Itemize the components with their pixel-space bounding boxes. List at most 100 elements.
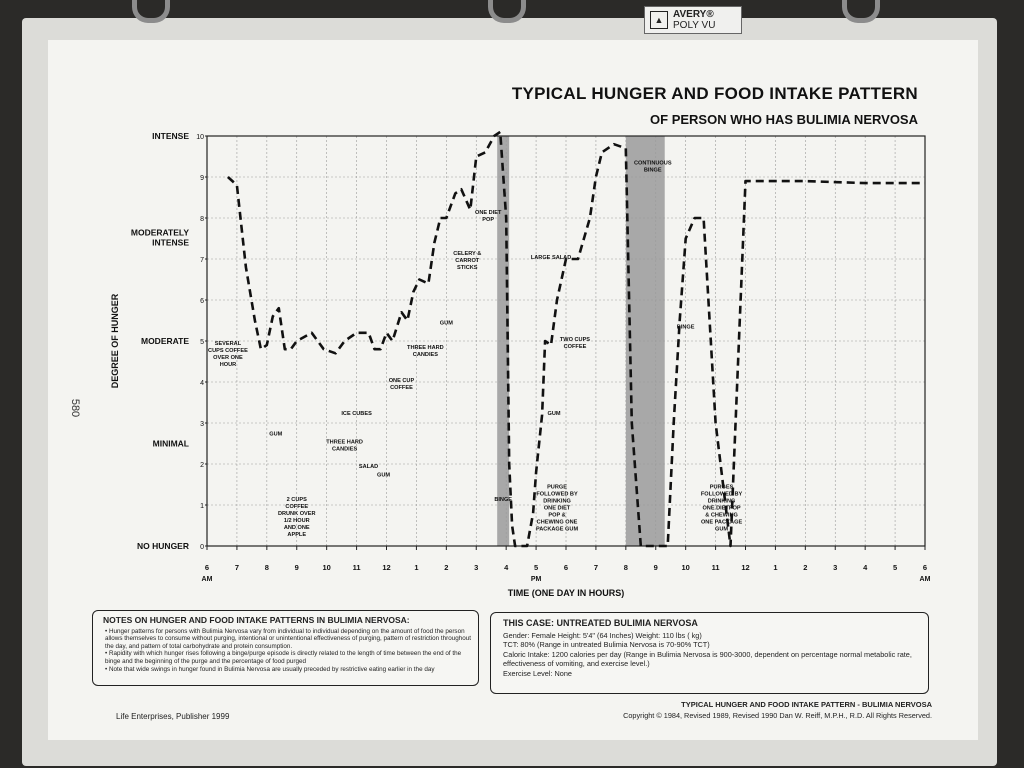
x-tick-label: 8 [624, 563, 628, 572]
annotation-text: ONE DIET [475, 210, 502, 216]
chart-annotation: GUM [440, 321, 453, 327]
chart-annotation: SALAD [359, 464, 378, 470]
annotation-text: LARGE SALAD [531, 255, 571, 261]
annotation-text: CONTINUOUS [634, 161, 672, 167]
chart-annotation: GUM [548, 411, 561, 417]
x-tick-label: 7 [594, 563, 598, 572]
y-tick-label: 0 [200, 544, 204, 551]
annotation-text: & CHEWING [705, 513, 738, 519]
chart-annotation: LARGE SALAD [531, 255, 571, 261]
annotation-text: POP [482, 217, 494, 223]
x-tick-label: 9 [295, 563, 299, 572]
x-tick-label: 6 [564, 563, 568, 572]
annotation-text: GUM [377, 472, 390, 478]
annotation-text: PURGES [710, 485, 734, 491]
x-ampm-label: PM [531, 576, 542, 583]
annotation-text: AND ONE [284, 525, 310, 531]
annotation-text: COFFEE [390, 385, 413, 391]
y-tick-label: 5 [200, 339, 204, 346]
annotation-text: DRUNK OVER [278, 511, 316, 517]
annotation-text: GUM [269, 431, 282, 437]
annotation-text: ONE CUP [389, 378, 415, 384]
x-tick-label: 10 [681, 563, 689, 572]
y-tick-label: 6 [200, 298, 204, 305]
y-category-label: MODERATE [141, 336, 189, 346]
annotation-text: DRINKING [543, 499, 571, 505]
footer-title: TYPICAL HUNGER AND FOOD INTAKE PATTERN -… [681, 700, 932, 709]
annotation-text: BINGE [644, 168, 662, 174]
annotation-text: THREE HARD [326, 440, 363, 446]
annotation-text: BINGE [677, 325, 695, 331]
binder-ring [842, 0, 880, 23]
annotation-text: GUM [548, 411, 561, 417]
annotation-text: CUPS COFFEE [208, 348, 248, 354]
notes-bullet: • Note that wide swings in hunger found … [105, 665, 435, 673]
page-title: TYPICAL HUNGER AND FOOD INTAKE PATTERN [511, 84, 918, 103]
x-tick-label: 1 [414, 563, 418, 572]
annotation-text: ONE DIETPOP [702, 506, 740, 512]
annotation-text: CANDIES [332, 447, 357, 453]
x-tick-label: 11 [712, 563, 720, 572]
x-tick-label: 4 [863, 563, 868, 572]
x-tick-label: 10 [322, 563, 330, 572]
annotation-text: HOUR [220, 362, 236, 368]
y-category-label: NO HUNGER [137, 541, 189, 551]
notes-heading: NOTES ON HUNGER AND FOOD INTAKE PATTERNS… [103, 615, 410, 625]
notes-bullet: • Hunger patterns for persons with Bulim… [105, 627, 472, 650]
annotation-text: GUM [715, 527, 728, 533]
x-tick-label: 5 [534, 563, 538, 572]
annotation-text: GUM [440, 321, 453, 327]
publisher-credit: Life Enterprises, Publisher 1999 [116, 712, 230, 721]
x-tick-label: 4 [504, 563, 509, 572]
x-tick-label: 7 [235, 563, 239, 572]
annotation-text: CELERY & [453, 251, 481, 257]
annotation-text: PACKAGE GUM [536, 527, 579, 533]
x-ampm-label: AM [920, 576, 931, 583]
x-tick-label: 9 [654, 563, 658, 572]
annotation-text: OVER ONE [213, 355, 243, 361]
x-tick-label: 12 [741, 563, 749, 572]
annotation-text: SEVERAL [215, 341, 242, 347]
annotation-text: FOLLOWED BY [536, 492, 578, 498]
case-panel: THIS CASE: UNTREATED BULIMIA NERVOSA Gen… [490, 612, 929, 694]
case-line: Exercise Level: None [503, 668, 572, 678]
y-tick-label: 10 [196, 134, 204, 141]
x-tick-label: 6 [205, 563, 209, 572]
chart-annotation: GUM [269, 431, 282, 437]
notes-panel: NOTES ON HUNGER AND FOOD INTAKE PATTERNS… [92, 610, 479, 686]
x-tick-label: 2 [803, 563, 807, 572]
avery-label: ▲ AVERY® POLY VU [644, 6, 742, 34]
y-tick-label: 1 [200, 503, 204, 510]
y-category-label: MODERATELY [131, 228, 189, 238]
avery-brand: AVERY® [673, 9, 714, 20]
y-tick-label: 4 [200, 380, 204, 387]
chart-annotation: GUM [377, 472, 390, 478]
annotation-text: DRINKING [708, 499, 736, 505]
y-tick-label: 9 [200, 175, 204, 182]
annotation-text: ONE PACKAGE [701, 520, 743, 526]
y-category-label: MINIMAL [153, 439, 189, 449]
y-category-label: INTENSE [152, 238, 189, 248]
annotation-text: CHEWING ONE [537, 520, 578, 526]
chart-annotation: BINGE [677, 325, 695, 331]
binder-ring [132, 0, 170, 23]
case-line: TCT: 80% (Range in untreated Bulimia Ner… [503, 640, 710, 650]
page-subtitle: OF PERSON WHO HAS BULIMIA NERVOSA [650, 112, 918, 127]
y-tick-label: 8 [200, 216, 204, 223]
annotation-text: BINGE [494, 497, 512, 503]
x-tick-label: 1 [773, 563, 777, 572]
x-ampm-label: AM [202, 576, 213, 583]
avery-logo-icon: ▲ [650, 11, 668, 29]
annotation-text: APPLE [287, 532, 306, 538]
annotation-text: PURGE [547, 485, 567, 491]
annotation-text: POP & [548, 513, 565, 519]
annotation-text: ONE DIET [544, 506, 571, 512]
annotation-text: 1/2 HOUR [284, 518, 310, 524]
